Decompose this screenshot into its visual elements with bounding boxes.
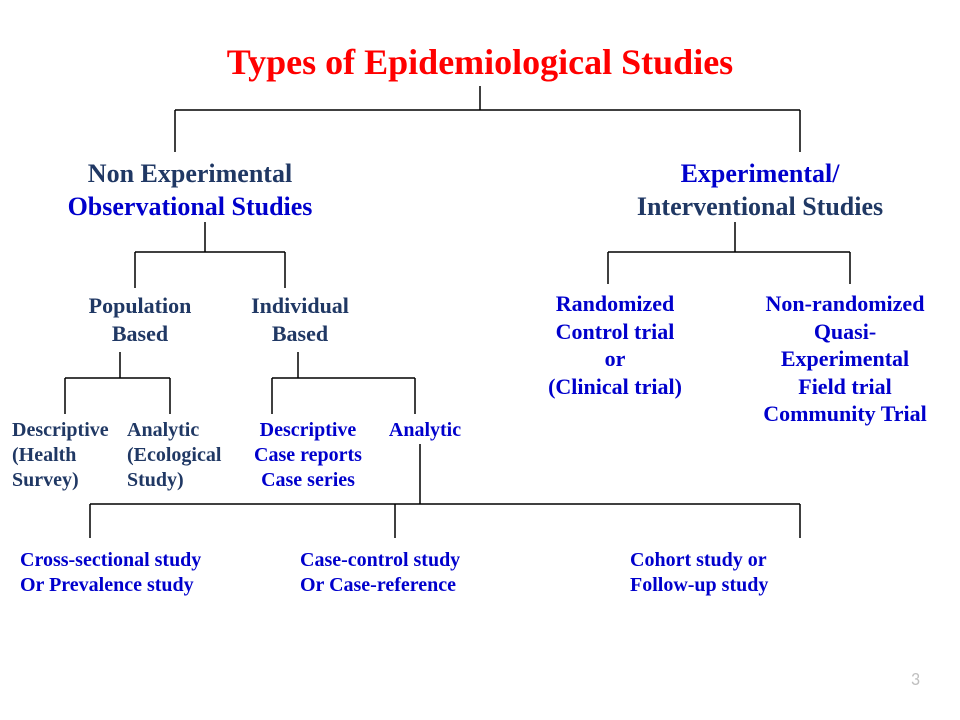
node-case-control: Case-control study Or Case-reference	[300, 548, 540, 598]
node-label: Interventional Studies	[580, 191, 940, 224]
page-number: 3	[911, 668, 920, 690]
node-label: Based	[230, 320, 370, 348]
node-label: Cohort study or	[630, 548, 870, 573]
node-label: Case reports	[238, 443, 378, 468]
node-label: Experimental/	[580, 158, 940, 191]
node-pop-descriptive: Descriptive (Health Survey)	[12, 418, 132, 493]
node-label: Population	[70, 292, 210, 320]
node-pop-analytic: Analytic (Ecological Study)	[127, 418, 247, 493]
node-population-based: Population Based	[70, 292, 210, 347]
node-label: Non-randomized	[740, 290, 950, 318]
node-ind-analytic: Analytic	[380, 418, 470, 443]
node-label: Or Prevalence study	[20, 573, 260, 598]
node-label: Cross-sectional study	[20, 548, 260, 573]
node-individual-based: Individual Based	[230, 292, 370, 347]
node-label: Analytic	[380, 418, 470, 443]
node-ind-descriptive: Descriptive Case reports Case series	[238, 418, 378, 493]
node-label: Control trial	[530, 318, 700, 346]
node-label: Non Experimental	[40, 158, 340, 191]
node-label: Analytic	[127, 418, 247, 443]
node-label: Survey)	[12, 468, 132, 493]
node-rct: Randomized Control trial or (Clinical tr…	[530, 290, 700, 400]
node-label: (Clinical trial)	[530, 373, 700, 401]
node-label: Follow-up study	[630, 573, 870, 598]
node-label: Descriptive	[238, 418, 378, 443]
node-cohort: Cohort study or Follow-up study	[630, 548, 870, 598]
diagram-title: Types of Epidemiological Studies	[0, 40, 960, 85]
node-label: Descriptive	[12, 418, 132, 443]
node-label: (Ecological	[127, 443, 247, 468]
node-label: Quasi-	[740, 318, 950, 346]
node-non-experimental: Non Experimental Observational Studies	[40, 158, 340, 223]
node-label: (Health	[12, 443, 132, 468]
node-label: Based	[70, 320, 210, 348]
node-cross-sectional: Cross-sectional study Or Prevalence stud…	[20, 548, 260, 598]
node-label: Individual	[230, 292, 370, 320]
node-label: Experimental	[740, 345, 950, 373]
node-label: Randomized	[530, 290, 700, 318]
node-label: Community Trial	[740, 400, 950, 428]
node-non-randomized: Non-randomized Quasi- Experimental Field…	[740, 290, 950, 428]
node-label: Case series	[238, 468, 378, 493]
node-label: Field trial	[740, 373, 950, 401]
node-experimental: Experimental/ Interventional Studies	[580, 158, 940, 223]
node-label: Or Case-reference	[300, 573, 540, 598]
node-label: Observational Studies	[40, 191, 340, 224]
node-label: Study)	[127, 468, 247, 493]
node-label: or	[530, 345, 700, 373]
node-label: Case-control study	[300, 548, 540, 573]
